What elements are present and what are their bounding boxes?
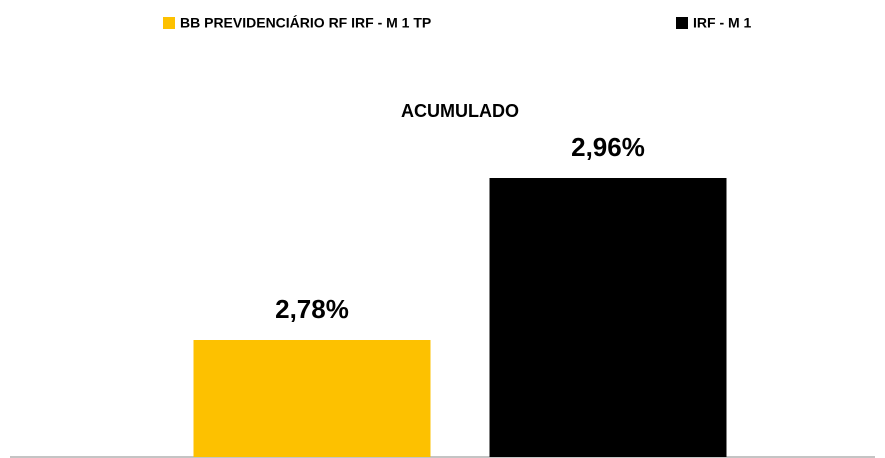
bar — [489, 178, 727, 457]
legend-label: BB PREVIDENCIÁRIO RF IRF - M 1 TP — [180, 15, 431, 31]
legend-swatch — [163, 17, 175, 29]
value-label: 2,78% — [275, 294, 349, 324]
legend-swatch — [676, 17, 688, 29]
value-label: 2,96% — [571, 132, 645, 162]
legend-label: IRF - M 1 — [693, 15, 752, 31]
category-label: ACUMULADO — [401, 101, 519, 121]
bar — [193, 340, 431, 457]
